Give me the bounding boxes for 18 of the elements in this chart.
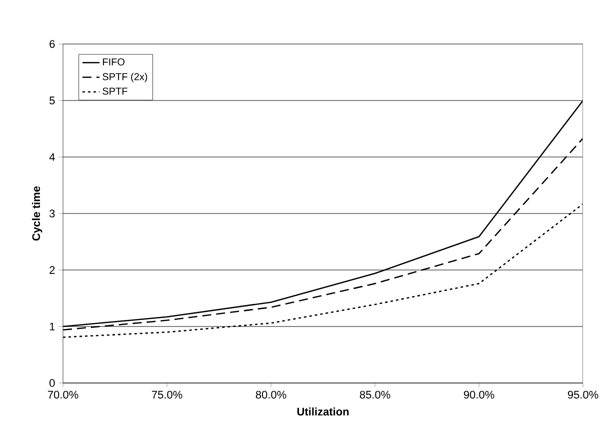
- x-tick-label: 70.0%: [48, 390, 78, 399]
- x-tick-label: 95.0%: [568, 390, 598, 399]
- y-axis-title: Cycle time: [32, 186, 42, 241]
- x-tick-label: 90.0%: [464, 390, 494, 399]
- x-tick-label: 75.0%: [152, 390, 182, 399]
- x-tick-label: 85.0%: [360, 390, 390, 399]
- y-tick-label: 2: [50, 266, 55, 274]
- y-tick-label: 3: [50, 210, 55, 218]
- x-tick-label: 80.0%: [256, 390, 286, 399]
- y-tick-label: 1: [50, 322, 55, 330]
- legend-label: FIFO: [102, 58, 124, 66]
- legend-label: SPTF (2x): [102, 72, 148, 82]
- y-tick-label: 5: [50, 96, 55, 104]
- y-tick-label: 4: [49, 153, 55, 161]
- y-tick-label: 6: [50, 40, 55, 48]
- y-tick-label: 0: [50, 379, 55, 387]
- x-axis-title: Utilization: [297, 407, 349, 416]
- legend-label: SPTF: [102, 88, 128, 95]
